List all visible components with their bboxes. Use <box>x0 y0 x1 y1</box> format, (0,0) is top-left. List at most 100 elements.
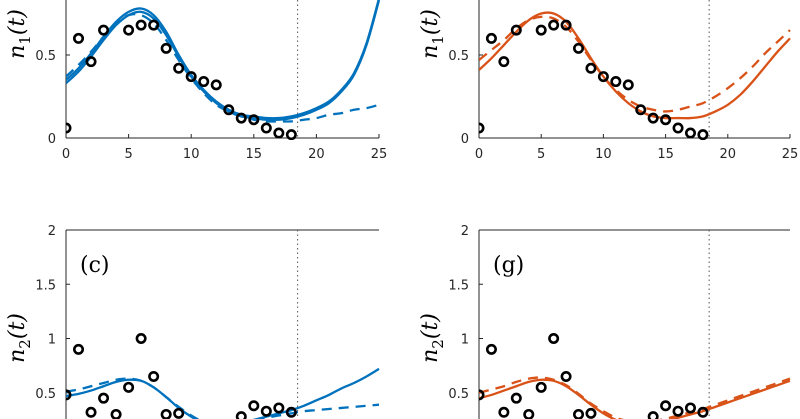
data-point <box>597 71 609 83</box>
y-label-arg: (t) <box>5 9 30 35</box>
data-point <box>479 389 485 401</box>
y-tick-label: 0.5 <box>35 387 56 402</box>
y-label-subscript: 2 <box>429 339 447 349</box>
y-label-var: n <box>5 349 30 363</box>
data-point <box>235 112 247 124</box>
data-point <box>110 408 122 419</box>
data-point <box>210 79 222 91</box>
data-point <box>697 406 709 418</box>
data-point <box>610 76 622 88</box>
data-point <box>248 114 260 126</box>
data-point <box>248 400 260 412</box>
x-tick-label: 0 <box>475 147 483 162</box>
x-tick-label: 0 <box>62 147 70 162</box>
data-point <box>548 332 560 344</box>
y-label-var: n <box>418 349 443 363</box>
x-tick-label: 10 <box>183 147 200 162</box>
data-point <box>485 343 497 355</box>
data-point <box>697 129 709 140</box>
data-point <box>635 104 647 116</box>
y-tick-label: 1.5 <box>35 278 56 293</box>
data-point <box>148 19 160 31</box>
y-label-var: n <box>5 45 30 59</box>
y-tick-label: 1.5 <box>448 278 469 293</box>
data-point <box>684 127 696 139</box>
y-label-arg: (t) <box>5 313 30 339</box>
data-point <box>285 406 297 418</box>
y-label-subscript: 2 <box>16 339 34 349</box>
plot-area <box>479 11 791 140</box>
data-point <box>485 32 497 44</box>
data-point <box>647 411 659 419</box>
data-point <box>98 392 110 404</box>
y-axis-label: n2(t) <box>5 313 34 363</box>
data-point <box>173 407 185 419</box>
model-curve-dashed-2 <box>66 12 380 123</box>
y-label-arg: (t) <box>418 9 443 35</box>
data-point <box>185 71 197 83</box>
data-point <box>548 19 560 31</box>
model-curve-dashed-1 <box>66 377 380 419</box>
y-label-var: n <box>418 45 443 59</box>
x-tick-label: 15 <box>246 147 263 162</box>
data-point <box>535 381 547 393</box>
data-point <box>510 392 522 404</box>
data-point <box>66 389 72 401</box>
data-point <box>135 332 147 344</box>
data-point <box>173 62 185 74</box>
x-tick-label: 5 <box>537 147 545 162</box>
x-tick-label: 20 <box>308 147 325 162</box>
data-point <box>123 24 135 36</box>
data-point <box>585 407 597 419</box>
y-label-arg: (t) <box>418 313 443 339</box>
y-tick-label: 2 <box>48 224 56 239</box>
model-curve-solid-0 <box>66 367 380 419</box>
model-curve-solid-0 <box>479 378 791 419</box>
y-tick-label: 1 <box>461 333 469 348</box>
data-point <box>672 405 684 417</box>
data-point <box>672 122 684 134</box>
x-tick-label: 15 <box>657 147 674 162</box>
x-tick-label: 25 <box>782 147 799 162</box>
plot-area <box>479 332 791 419</box>
data-point <box>479 122 485 134</box>
data-point <box>498 56 510 68</box>
data-point <box>73 343 85 355</box>
data-point <box>273 402 285 414</box>
y-axis-label: n1(t) <box>5 9 34 59</box>
x-tick-label: 20 <box>720 147 737 162</box>
model-curve-solid-0 <box>479 11 791 120</box>
x-tick-label: 25 <box>371 147 388 162</box>
data-point <box>160 42 172 54</box>
data-point <box>535 24 547 36</box>
data-point <box>235 411 247 419</box>
data-point <box>585 62 597 74</box>
data-point <box>123 381 135 393</box>
y-axis-label: n2(t) <box>418 313 447 363</box>
y-tick-label: 0 <box>48 132 56 147</box>
data-point <box>66 122 72 134</box>
model-curve-solid-0 <box>66 0 380 120</box>
plot-area <box>66 332 380 419</box>
data-point <box>85 56 97 68</box>
model-curve-dashed-1 <box>479 376 791 419</box>
y-tick-label: 0 <box>461 132 469 147</box>
data-point <box>160 408 172 419</box>
data-point <box>560 370 572 382</box>
panel-label: (c) <box>80 253 110 278</box>
data-point <box>573 408 585 419</box>
y-tick-label: 2 <box>461 224 469 239</box>
data-point <box>73 32 85 44</box>
data-point <box>135 19 147 31</box>
data-point <box>523 408 535 419</box>
data-point <box>660 400 672 412</box>
model-curve-solid-1 <box>66 0 381 122</box>
data-point <box>148 370 160 382</box>
data-point <box>647 112 659 124</box>
y-label-subscript: 1 <box>429 35 447 45</box>
data-point <box>660 114 672 126</box>
y-tick-label: 0.5 <box>448 49 469 64</box>
